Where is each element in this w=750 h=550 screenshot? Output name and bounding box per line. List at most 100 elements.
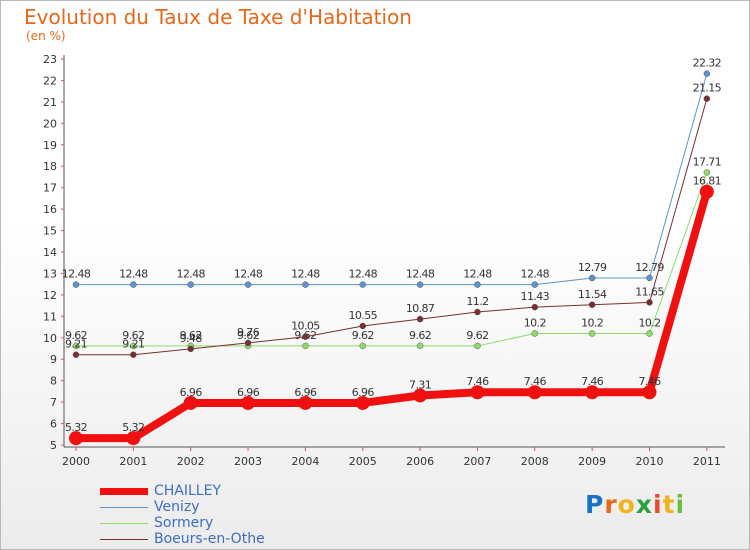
data-point-boeurs-en-othe: [703, 95, 711, 102]
y-tick-label: 15: [43, 225, 57, 238]
data-label-venizy: 12.48: [291, 268, 320, 281]
x-tick-label: 2005: [349, 455, 377, 468]
y-tick-label: 8: [50, 375, 57, 388]
data-label-chailley: 7.46: [581, 375, 604, 388]
data-label-sormery: 9.62: [409, 329, 431, 342]
data-label-chailley: 7.46: [638, 375, 661, 388]
data-label-boeurs-en-othe: 11.2: [466, 295, 488, 308]
legend-label: CHAILLEY: [154, 483, 222, 499]
data-point-venizy: [646, 274, 653, 282]
data-point-sormery: [646, 330, 653, 337]
x-tick-label: 2007: [463, 455, 491, 468]
y-tick-label: 7: [50, 396, 57, 409]
data-label-chailley: 7.46: [466, 375, 489, 388]
proxiti-logo[interactable]: Proxiti: [585, 490, 685, 519]
y-tick-label: 20: [43, 117, 57, 130]
data-point-boeurs-en-othe: [531, 303, 539, 311]
data-label-boeurs-en-othe: 9.21: [122, 338, 144, 351]
data-label-chailley: 5.32: [122, 421, 144, 434]
data-point-boeurs-en-othe: [72, 351, 80, 358]
data-label-chailley: 6.96: [180, 386, 203, 399]
data-point-sormery: [130, 342, 137, 350]
data-label-venizy: 12.48: [119, 268, 148, 281]
y-tick-label: 11: [43, 310, 57, 323]
y-tick-label: 16: [43, 203, 57, 216]
legend-swatch: [100, 523, 148, 524]
data-point-boeurs-en-othe: [359, 322, 366, 330]
data-point-sormery: [302, 342, 309, 350]
data-point-sormery: [72, 342, 80, 350]
data-label-boeurs-en-othe: 21.15: [693, 82, 722, 95]
data-label-chailley: 7.46: [524, 375, 547, 388]
data-label-chailley: 6.96: [237, 386, 260, 399]
y-tick-label: 22: [43, 74, 57, 87]
data-point-boeurs-en-othe: [244, 339, 252, 347]
x-tick-label: 2008: [521, 455, 549, 468]
data-label-venizy: 12.79: [578, 261, 607, 274]
data-point-boeurs-en-othe: [416, 315, 424, 323]
data-point-venizy: [703, 70, 711, 77]
data-label-boeurs-en-othe: 11.65: [635, 285, 664, 298]
data-point-sormery: [416, 342, 424, 350]
logo-letter: o: [617, 490, 636, 519]
data-label-sormery: 9.62: [237, 329, 259, 342]
data-point-chailley: [699, 184, 714, 199]
y-tick-label: 5: [50, 439, 57, 452]
data-label-chailley: 5.32: [65, 421, 87, 434]
logo-letter: P: [585, 490, 605, 519]
legend-swatch: [100, 488, 148, 495]
data-point-venizy: [474, 281, 481, 288]
data-label-sormery: 9.62: [352, 329, 374, 342]
series-line-boeurs-en-othe: [75, 98, 708, 356]
x-tick-label: 2001: [119, 455, 147, 468]
data-label-sormery: 9.62: [122, 329, 144, 342]
data-point-chailley: [413, 388, 428, 403]
x-tick-label: 2003: [234, 455, 262, 468]
data-point-boeurs-en-othe: [474, 308, 481, 316]
data-label-venizy: 22.32: [693, 57, 722, 70]
y-tick-label: 21: [43, 96, 57, 109]
data-label-sormery: 17.71: [693, 155, 722, 168]
data-label-venizy: 12.48: [349, 268, 378, 281]
chart-title: Evolution du Taux de Taxe d'Habitation: [24, 5, 412, 29]
data-point-venizy: [359, 281, 366, 288]
data-point-venizy: [588, 274, 596, 282]
y-tick-label: 18: [43, 160, 57, 173]
y-tick-label: 12: [43, 289, 57, 302]
data-label-sormery: 9.62: [65, 329, 87, 342]
data-label-venizy: 12.48: [406, 268, 435, 281]
data-point-venizy: [187, 281, 194, 288]
data-point-chailley: [298, 395, 313, 410]
x-tick-label: 2000: [62, 455, 90, 468]
x-tick-label: 2010: [636, 455, 664, 468]
series-line-sormery: [75, 171, 708, 347]
data-label-sormery: 9.62: [180, 329, 202, 342]
data-label-boeurs-en-othe: 9.48: [180, 332, 203, 345]
legend-label: Boeurs-en-Othe: [154, 531, 265, 547]
logo-letter: i: [653, 490, 663, 519]
data-label-venizy: 12.79: [635, 261, 664, 274]
data-label-venizy: 12.48: [234, 268, 263, 281]
y-tick-label: 6: [50, 418, 57, 431]
data-point-boeurs-en-othe: [187, 345, 194, 353]
data-point-venizy: [130, 281, 137, 288]
y-tick-label: 13: [43, 267, 57, 280]
data-point-chailley: [69, 431, 83, 446]
logo-letter: i: [675, 490, 686, 519]
data-point-chailley: [241, 395, 256, 410]
data-point-venizy: [416, 281, 424, 288]
data-label-chailley: 6.96: [294, 386, 317, 399]
legend-swatch: [100, 507, 148, 508]
y-tick-label: 23: [43, 53, 57, 66]
data-point-venizy: [244, 281, 252, 288]
legend-swatch: [100, 539, 148, 540]
data-label-sormery: 10.2: [524, 316, 546, 329]
data-point-boeurs-en-othe: [646, 299, 653, 306]
data-point-venizy: [302, 281, 309, 288]
data-label-boeurs-en-othe: 10.05: [291, 320, 320, 333]
data-label-boeurs-en-othe: 10.55: [349, 309, 378, 322]
data-point-sormery: [531, 330, 539, 337]
logo-letter: r: [604, 490, 618, 519]
data-point-chailley: [527, 385, 542, 400]
